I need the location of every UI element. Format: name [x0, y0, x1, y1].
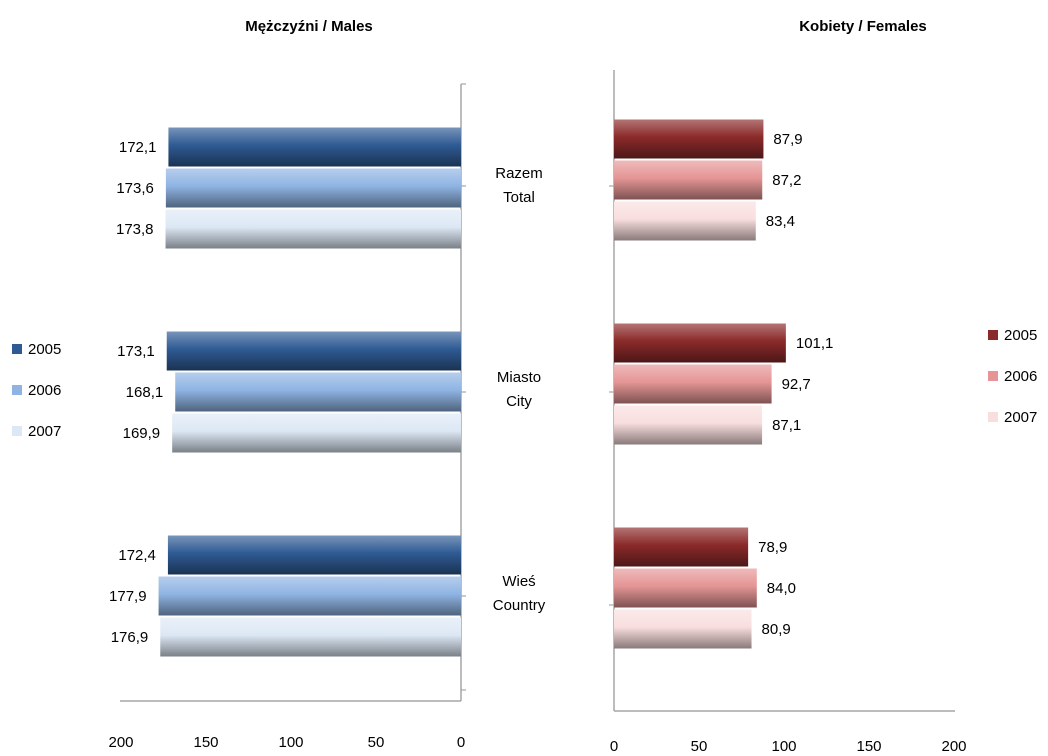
females-data-label: 87,9: [773, 131, 802, 148]
males-bar-2005: [168, 127, 461, 167]
males-legend-swatch-2005: [12, 344, 22, 354]
females-bar-2006: [614, 568, 757, 608]
males-legend-label: 2005: [28, 341, 61, 358]
males-data-label: 173,8: [116, 221, 154, 238]
category-label: Razem: [495, 165, 543, 182]
males-data-label: 169,9: [123, 425, 161, 442]
females-data-label: 101,1: [796, 335, 834, 352]
males-tick-label: 100: [278, 734, 303, 751]
females-bar-2007: [614, 405, 763, 445]
females-bar-2005: [614, 527, 749, 567]
females-legend-swatch-2005: [988, 330, 998, 340]
females-data-label: 78,9: [758, 539, 787, 556]
females-bar-2007: [614, 201, 756, 241]
males-data-label: 172,4: [118, 547, 156, 564]
males-tick-label: 0: [457, 734, 465, 751]
females-legend-label: 2007: [1004, 409, 1037, 426]
females-legend-label: 2005: [1004, 327, 1037, 344]
males-bar-2006: [165, 168, 461, 208]
males-bar-2007: [165, 209, 462, 249]
females-data-label: 87,2: [772, 172, 801, 189]
category-label: Miasto: [497, 369, 541, 386]
males-data-label: 176,9: [111, 629, 149, 646]
category-label: Country: [493, 597, 546, 614]
females-legend-swatch-2007: [988, 412, 998, 422]
females-bar-2006: [614, 160, 763, 200]
females-tick-label: 50: [691, 738, 708, 755]
females-tick-label: 100: [771, 738, 796, 755]
females-legend-swatch-2006: [988, 371, 998, 381]
males-data-label: 177,9: [109, 588, 147, 605]
males-tick-label: 200: [108, 734, 133, 751]
males-bar-2007: [160, 617, 461, 657]
females-bar-2005: [614, 119, 764, 159]
males-bar-2005: [166, 331, 462, 371]
males-data-label: 172,1: [119, 139, 157, 156]
males-data-label: 168,1: [126, 384, 164, 401]
females-tick-label: 0: [610, 738, 618, 755]
males-chart-title: Mężczyźni / Males: [245, 18, 373, 35]
males-bar-2006: [175, 372, 462, 412]
males-legend-swatch-2006: [12, 385, 22, 395]
males-tick-label: 150: [193, 734, 218, 751]
category-label: Wieś: [502, 573, 535, 590]
females-data-label: 83,4: [766, 213, 795, 230]
females-bar-2005: [614, 323, 786, 363]
category-label: Total: [503, 189, 535, 206]
males-data-label: 173,6: [116, 180, 154, 197]
males-bar-2005: [167, 535, 462, 575]
females-tick-label: 150: [856, 738, 881, 755]
males-tick-label: 50: [368, 734, 385, 751]
males-legend-label: 2006: [28, 382, 61, 399]
category-label: City: [506, 393, 532, 410]
females-tick-label: 200: [941, 738, 966, 755]
males-data-label: 173,1: [117, 343, 155, 360]
females-data-label: 80,9: [762, 621, 791, 638]
females-data-label: 87,1: [772, 417, 801, 434]
females-data-label: 92,7: [782, 376, 811, 393]
males-legend-label: 2007: [28, 423, 61, 440]
females-data-label: 84,0: [767, 580, 796, 597]
females-legend-label: 2006: [1004, 368, 1037, 385]
females-chart-title: Kobiety / Females: [799, 18, 927, 35]
males-bar-2007: [172, 413, 462, 453]
females-bar-2006: [614, 364, 772, 404]
females-bar-2007: [614, 609, 752, 649]
males-bar-2006: [158, 576, 461, 616]
males-legend-swatch-2007: [12, 426, 22, 436]
chart-marks: 172,1 173,6 173,8 Razem Total 173,1 168,1 169,9…: [12, 70, 1037, 755]
